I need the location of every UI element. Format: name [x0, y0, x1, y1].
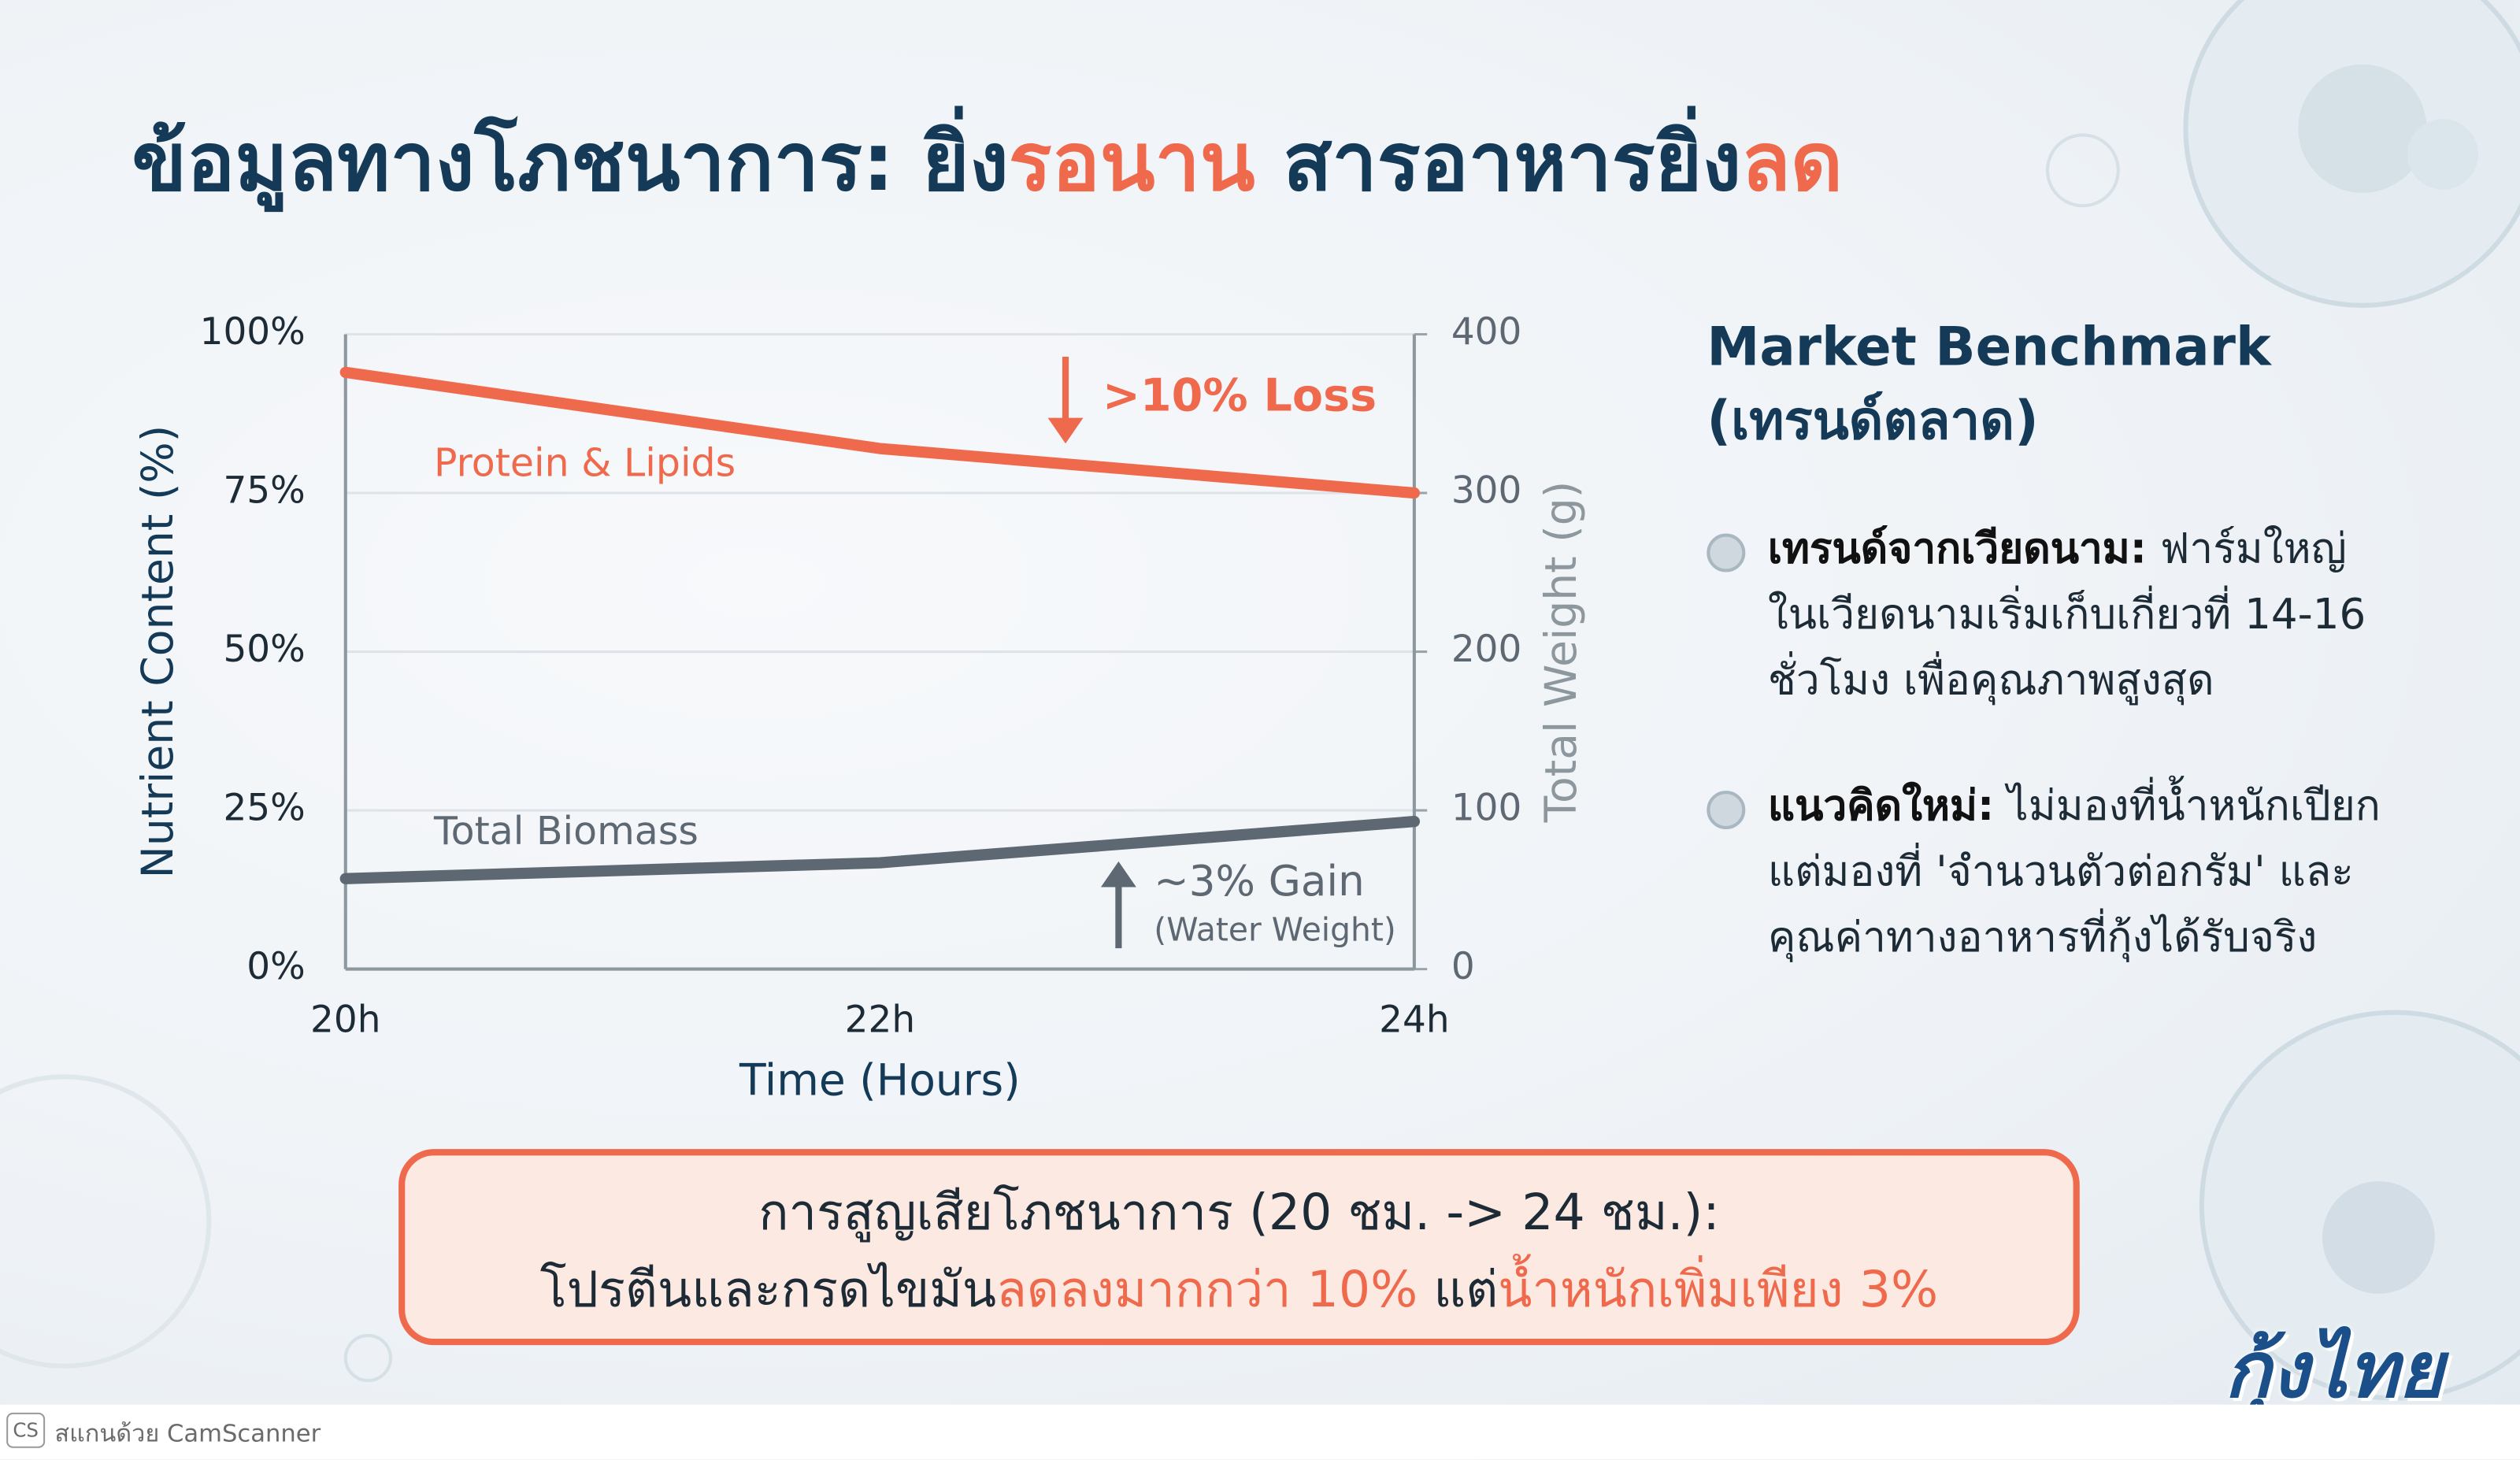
badge: CS	[6, 1412, 46, 1448]
footer-text: สแกนด้วย CamScanner	[54, 1419, 321, 1448]
title: ข้อมูลทางโภชนาการ: ยิ่งรอนาน สารอาหารยิ่…	[132, 100, 1843, 227]
chart: 0% 25% 50% 75% 100% 0 100 200 300 400 20h 22h 24h Tim…	[132, 310, 1586, 1106]
item-line: ในเวียดนามเริ่มเก็บเกี่ยวที่ 14-16	[1767, 591, 2366, 640]
bullet	[1707, 533, 1746, 573]
bullet	[1707, 791, 1746, 830]
summary-accent: ลดลงมากกว่า 10%	[996, 1262, 1418, 1320]
title-part: สารอาหารยิ่ง	[1254, 115, 1742, 209]
title-accent: ลด	[1741, 115, 1844, 209]
y2-tick-label: 100	[1451, 787, 1522, 830]
item-line: คุณค่าทางอาหารที่กุ้งได้รับจริง	[1767, 914, 2318, 963]
ripple	[0, 1074, 212, 1369]
annotation: (Water Weight)	[1154, 911, 1396, 949]
item-label: เทรนด์จากเวียดนาม:	[1767, 525, 2147, 574]
series-label: Protein & Lipids	[434, 441, 736, 486]
heading-line: (เทรนด์ตลาด)	[1707, 388, 2039, 452]
y-tick-label: 25%	[223, 787, 305, 830]
x-axis-title: Time (Hours)	[739, 1055, 1021, 1106]
item-line: ชั่วโมง เพื่อคุณภาพสูงสุด	[1767, 657, 2214, 706]
item-line: แต่มองที่ 'จำนวนตัวต่อกรัม' และ	[1767, 848, 2354, 897]
summary-line: โปรตีนและกรดไขมันลดลงมากกว่า 10% แต่น้ำห…	[405, 1252, 2073, 1329]
summary-box: การสูญเสียโภชนาการ (20 ชม. -> 24 ชม.): โป…	[398, 1149, 2080, 1346]
series-line	[339, 366, 1421, 499]
loss-arrowhead	[1047, 417, 1084, 444]
y2-tick-label: 400	[1451, 310, 1522, 354]
annotation: >10% Loss	[1102, 370, 1377, 422]
y-tick-label: 50%	[223, 628, 305, 671]
benchmark-heading: Market Benchmark (เทรนด์ตลาด)	[1707, 310, 2270, 458]
gain-arrowhead	[1100, 861, 1136, 887]
y-tick-label: 100%	[200, 310, 306, 354]
item-line: ฟาร์มใหญ่	[2146, 525, 2347, 574]
annotation: ~3% Gain	[1154, 857, 1364, 906]
bubble	[343, 1333, 392, 1383]
y2-tick-label: 200	[1451, 628, 1522, 671]
title-accent: รอนาน	[1008, 115, 1255, 209]
cell	[2407, 119, 2478, 190]
x-tick-label: 24h	[1379, 998, 1449, 1041]
item-line: ไม่มองที่น้ำหนักเปียก	[1994, 782, 2381, 832]
title-part: ข้อมูลทางโภชนาการ: ยิ่ง	[132, 115, 1009, 209]
series-label: Total Biomass	[433, 809, 699, 854]
y2-tick-label: 300	[1451, 469, 1522, 513]
y2-axis-title: Total Weight (g)	[1536, 481, 1586, 824]
logo: กุ้งไทย	[2224, 1325, 2444, 1416]
summary-accent: น้ำหนักเพิ่มเพียง 3%	[1498, 1262, 1939, 1320]
footer: CS สแกนด้วย CamScanner	[0, 1404, 2520, 1460]
summary-part: โปรตีนและกรดไขมัน	[539, 1262, 997, 1320]
heading-line: Market Benchmark	[1707, 314, 2271, 378]
y-tick-label: 75%	[223, 469, 305, 513]
series-line	[339, 816, 1421, 884]
item-label: แนวคิดใหม่:	[1767, 782, 1995, 832]
bubble	[2045, 133, 2120, 208]
cell	[2322, 1180, 2435, 1294]
x-tick-label: 22h	[845, 998, 915, 1041]
summary-part: แต่	[1418, 1262, 1499, 1320]
y-axis-title: Nutrient Content (%)	[132, 425, 183, 879]
y2-tick-label: 0	[1451, 945, 1475, 988]
x-tick-label: 20h	[310, 998, 380, 1041]
summary-line: การสูญเสียโภชนาการ (20 ชม. -> 24 ชม.):	[758, 1184, 1720, 1243]
y-tick-label: 0%	[246, 945, 305, 988]
cell	[2298, 64, 2427, 193]
